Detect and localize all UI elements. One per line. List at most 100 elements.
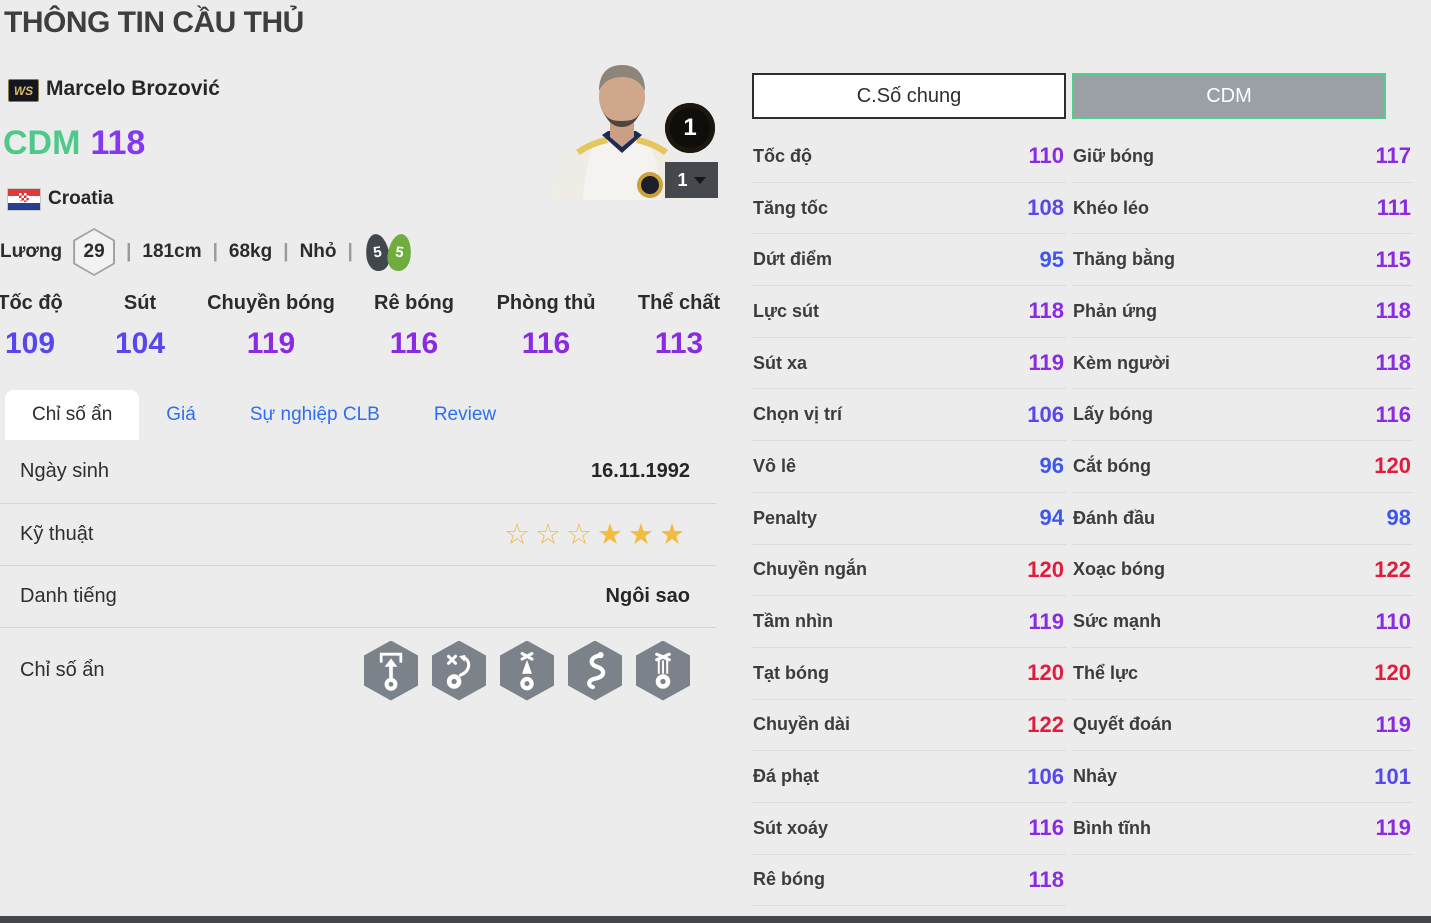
stat-label: Lực sút	[753, 300, 820, 321]
stat-value: 119	[1375, 711, 1412, 737]
stat-label: Sức mạnh	[1073, 611, 1162, 632]
strong-foot-icon: 5	[385, 232, 414, 272]
summary-stat-value: 116	[389, 327, 439, 360]
stat-row: Tăng tốc 108	[752, 183, 1066, 235]
season-badge-icon: WS	[8, 79, 39, 102]
summary-stat-value: 116	[521, 327, 571, 360]
stat-row: Kèm người 118	[1072, 338, 1413, 390]
stat-value: 110	[1375, 608, 1412, 634]
stat-label: Đá phạt	[753, 766, 820, 787]
stat-value: 117	[1375, 143, 1412, 169]
reputation-value: Ngôi sao	[605, 585, 690, 607]
stat-value: 116	[1375, 401, 1412, 427]
skill-moves-stars: ☆☆☆★★★	[504, 519, 690, 551]
separator: |	[347, 241, 353, 262]
stat-row: Chọn vị trí 106	[752, 389, 1066, 442]
height-value: 181cm	[142, 241, 202, 262]
tab-position-stats[interactable]: CDM	[1072, 73, 1386, 119]
summary-stat-label: Tốc độ	[0, 292, 63, 314]
tab-sự-nghiệp-clb[interactable]: Sự nghiệp CLB	[249, 404, 380, 425]
stat-value: 106	[1027, 763, 1064, 789]
stat-label: Vô lê	[753, 455, 797, 476]
summary-stat-1: Sút 104	[115, 292, 165, 361]
stat-label: Tầm nhìn	[753, 611, 833, 632]
stat-label: Giữ bóng	[1073, 145, 1155, 166]
stat-label: Khéo léo	[1073, 197, 1150, 218]
birthdate-value: 16.11.1992	[591, 460, 690, 482]
stat-value: 118	[1375, 298, 1412, 324]
trait-snake-icon[interactable]	[568, 640, 622, 701]
stat-value: 95	[1039, 246, 1064, 272]
player-bio-row: Lương 29 | 181cm | 68kg | Nhỏ | 5 5	[0, 228, 414, 276]
stat-row: Vô lê 96	[752, 441, 1066, 493]
detail-stats-column-left: Tốc độ 110 Tăng tốc 108 Dứt điểm 95 Lực sút 118…	[752, 131, 1066, 907]
stat-row: Tốc độ 110	[752, 131, 1066, 183]
summary-stat-label: Phòng thủ	[496, 292, 596, 314]
stat-label: Chọn vị trí	[753, 404, 842, 425]
separator: |	[126, 241, 132, 262]
stat-row: Thể lực 120	[1072, 648, 1413, 700]
stat-value: 122	[1374, 556, 1411, 582]
stat-value: 116	[1028, 815, 1065, 841]
stat-value: 118	[1375, 350, 1412, 376]
level-dropdown[interactable]: 1	[665, 162, 718, 198]
stat-row: Dứt điểm 95	[752, 234, 1066, 287]
salary-badge: 29	[73, 228, 116, 276]
stat-label: Thăng bằng	[1073, 249, 1175, 270]
stat-row: Chuyền ngắn 120	[752, 545, 1066, 597]
tab-chỉ-số-ẩn[interactable]: Chỉ số ẩn	[5, 390, 140, 440]
summary-stat-label: Rê bóng	[374, 292, 454, 314]
chevron-down-icon	[693, 176, 706, 184]
salary-value: 29	[75, 230, 114, 274]
stat-label: Phản ứng	[1073, 300, 1158, 321]
trait-launch-icon[interactable]	[500, 640, 554, 701]
stat-value: 106	[1027, 401, 1064, 427]
stat-row: Sức mạnh 110	[1072, 596, 1413, 648]
summary-stat-value: 109	[4, 327, 56, 360]
nation-name: Croatia	[48, 188, 114, 209]
tab-giá[interactable]: Giá	[166, 404, 196, 425]
summary-stat-label: Sút	[123, 292, 157, 314]
stat-value: 120	[1374, 453, 1411, 479]
stat-label: Tạt bóng	[753, 662, 829, 683]
tab-review[interactable]: Review	[433, 404, 497, 425]
stat-label: Đánh đầu	[1073, 507, 1156, 528]
stat-value: 118	[1028, 298, 1065, 324]
stat-value: 108	[1027, 195, 1064, 221]
reputation-label: Danh tiếng	[20, 585, 117, 607]
stat-label: Sút xoáy	[753, 817, 829, 838]
info-row-birthdate: Ngày sinh 16.11.1992	[0, 440, 716, 503]
stat-value: 120	[1027, 556, 1064, 582]
summary-stat-value: 104	[114, 327, 166, 360]
stat-value: 119	[1028, 608, 1065, 634]
overall-rating: 118	[90, 124, 146, 162]
salary-label: Lương	[0, 241, 63, 262]
stat-value: 118	[1028, 866, 1065, 892]
hidden-traits-label: Chỉ số ẩn	[20, 659, 105, 681]
tab-general-stats[interactable]: C.Số chung	[752, 73, 1066, 119]
stat-label: Nhảy	[1073, 766, 1118, 787]
stat-row: Bình tĩnh 119	[1072, 803, 1413, 855]
trait-tactics-icon[interactable]	[432, 640, 486, 701]
stat-value: 120	[1027, 660, 1064, 686]
stat-value: 94	[1039, 505, 1064, 531]
trait-marionette-icon[interactable]	[636, 640, 690, 701]
stat-value: 111	[1376, 195, 1411, 221]
position-overall: CDM 118	[3, 124, 145, 163]
stat-row: Penalty 94	[752, 493, 1066, 545]
stat-label: Penalty	[753, 507, 818, 528]
birthdate-label: Ngày sinh	[20, 460, 109, 482]
stat-row: Rê bóng 118	[752, 855, 1066, 907]
stat-label: Sút xa	[753, 352, 808, 373]
stat-row: Khéo léo 111	[1072, 183, 1413, 235]
trait-goal-arrow-icon[interactable]	[364, 640, 418, 701]
position-label: CDM	[3, 124, 81, 162]
level-dropdown-value: 1	[677, 169, 688, 190]
stat-row: Lực sút 118	[752, 286, 1066, 338]
skill-moves-label: Kỹ thuật	[20, 523, 94, 545]
stat-label: Chuyền dài	[753, 714, 851, 735]
stat-label: Tăng tốc	[753, 197, 828, 218]
stat-value: 119	[1028, 350, 1065, 376]
info-row-reputation: Danh tiếng Ngôi sao	[0, 565, 716, 627]
stat-value: 96	[1039, 453, 1064, 479]
